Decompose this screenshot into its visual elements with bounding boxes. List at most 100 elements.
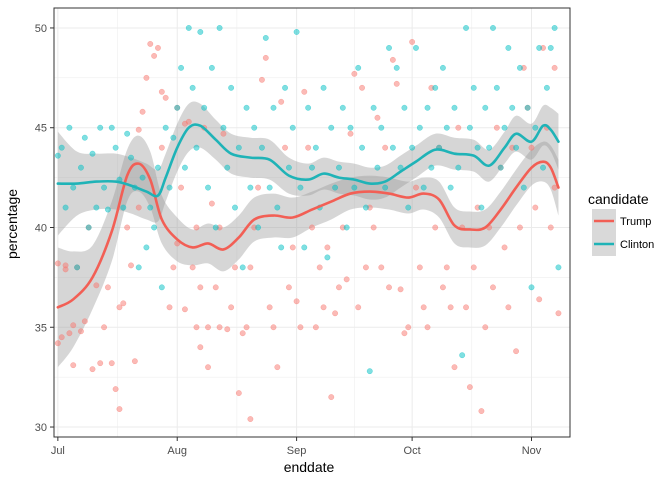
- data-point-clinton: [443, 124, 450, 131]
- data-point-trump: [224, 326, 231, 333]
- data-point-clinton: [386, 44, 392, 51]
- data-point-trump: [347, 130, 354, 137]
- data-point-clinton: [70, 184, 77, 191]
- data-point-clinton: [547, 44, 554, 51]
- x-tick-label: Jul: [51, 445, 65, 457]
- data-point-trump: [362, 264, 369, 271]
- data-point-trump: [54, 260, 61, 267]
- data-point-trump: [197, 284, 204, 291]
- data-point-clinton: [66, 124, 73, 131]
- data-point-trump: [232, 264, 238, 271]
- data-point-clinton: [78, 164, 84, 171]
- data-point-trump: [320, 304, 327, 311]
- data-point-trump: [97, 360, 104, 367]
- data-point-trump: [89, 366, 96, 373]
- x-tick-label: Oct: [404, 445, 421, 457]
- data-point-clinton: [455, 164, 462, 171]
- data-point-trump: [158, 88, 165, 95]
- data-point-clinton: [378, 124, 385, 131]
- y-tick-label: 35: [35, 322, 47, 334]
- data-point-trump: [547, 224, 554, 231]
- data-point-clinton: [232, 204, 238, 211]
- data-point-trump: [247, 416, 254, 422]
- data-point-clinton: [270, 104, 277, 111]
- data-point-trump: [93, 282, 100, 289]
- data-point-clinton: [420, 184, 427, 191]
- data-point-trump: [155, 44, 161, 51]
- data-point-trump: [62, 262, 69, 269]
- data-point-clinton: [258, 144, 265, 151]
- data-point-trump: [54, 340, 61, 347]
- data-point-trump: [112, 386, 119, 393]
- data-point-clinton: [447, 184, 454, 191]
- data-point-clinton: [351, 184, 358, 191]
- data-point-clinton: [251, 124, 258, 131]
- data-point-clinton: [124, 130, 131, 137]
- data-point-clinton: [416, 124, 423, 131]
- data-point-trump: [424, 324, 431, 331]
- data-point-clinton: [293, 28, 300, 35]
- data-point-clinton: [185, 25, 192, 31]
- smooth-lines: [56, 123, 560, 309]
- data-point-trump: [293, 298, 300, 305]
- data-point-trump: [170, 264, 177, 271]
- data-point-clinton: [432, 84, 439, 91]
- data-point-trump: [116, 406, 123, 413]
- data-point-clinton: [93, 204, 100, 211]
- data-point-trump: [332, 310, 339, 317]
- data-point-trump: [247, 264, 254, 271]
- data-point-trump: [470, 264, 477, 271]
- data-point-clinton: [490, 25, 496, 31]
- data-point-clinton: [282, 84, 288, 91]
- data-point-trump: [351, 70, 358, 77]
- x-tick-label: Nov: [522, 445, 542, 457]
- data-point-clinton: [439, 64, 446, 71]
- data-point-trump: [455, 124, 462, 131]
- data-point-clinton: [463, 25, 469, 31]
- data-point-clinton: [478, 204, 485, 211]
- data-point-clinton: [540, 164, 546, 171]
- data-point-clinton: [336, 164, 342, 171]
- data-point-clinton: [181, 164, 188, 171]
- legend: candidate Trump Clinton: [588, 191, 654, 256]
- data-point-trump: [212, 284, 219, 291]
- data-points: [54, 25, 562, 422]
- data-point-trump: [185, 118, 192, 125]
- data-point-clinton: [389, 144, 396, 151]
- data-point-clinton: [197, 28, 204, 35]
- data-point-clinton: [74, 264, 81, 271]
- data-point-trump: [324, 244, 331, 251]
- data-point-clinton: [332, 184, 339, 191]
- data-point-clinton: [266, 184, 273, 191]
- data-point-trump: [205, 324, 211, 331]
- data-point-trump: [336, 284, 342, 291]
- data-point-trump: [289, 244, 296, 251]
- data-point-trump: [270, 324, 277, 331]
- data-point-trump: [193, 324, 200, 331]
- data-point-clinton: [139, 174, 146, 181]
- data-point-trump: [255, 184, 262, 191]
- data-point-clinton: [220, 124, 227, 131]
- data-point-trump: [528, 144, 535, 151]
- data-point-clinton: [509, 104, 516, 111]
- legend-label-clinton: Clinton: [620, 239, 654, 251]
- data-point-clinton: [301, 244, 308, 251]
- data-point-clinton: [289, 124, 296, 131]
- data-point-clinton: [513, 144, 520, 151]
- data-point-trump: [135, 204, 142, 211]
- data-point-clinton: [505, 44, 512, 51]
- data-point-trump: [370, 224, 377, 231]
- data-point-trump: [490, 284, 496, 291]
- data-point-trump: [355, 304, 362, 311]
- data-point-trump: [493, 124, 500, 131]
- data-point-trump: [393, 80, 400, 87]
- ribbon-trump: [57, 135, 559, 368]
- data-point-clinton: [243, 104, 250, 111]
- y-tick-label: 30: [35, 422, 47, 434]
- data-point-trump: [266, 304, 273, 311]
- data-point-trump: [147, 40, 154, 47]
- data-point-clinton: [224, 164, 231, 171]
- data-point-clinton: [393, 64, 400, 71]
- x-axis-title: enddate: [284, 459, 335, 475]
- data-point-clinton: [189, 84, 196, 91]
